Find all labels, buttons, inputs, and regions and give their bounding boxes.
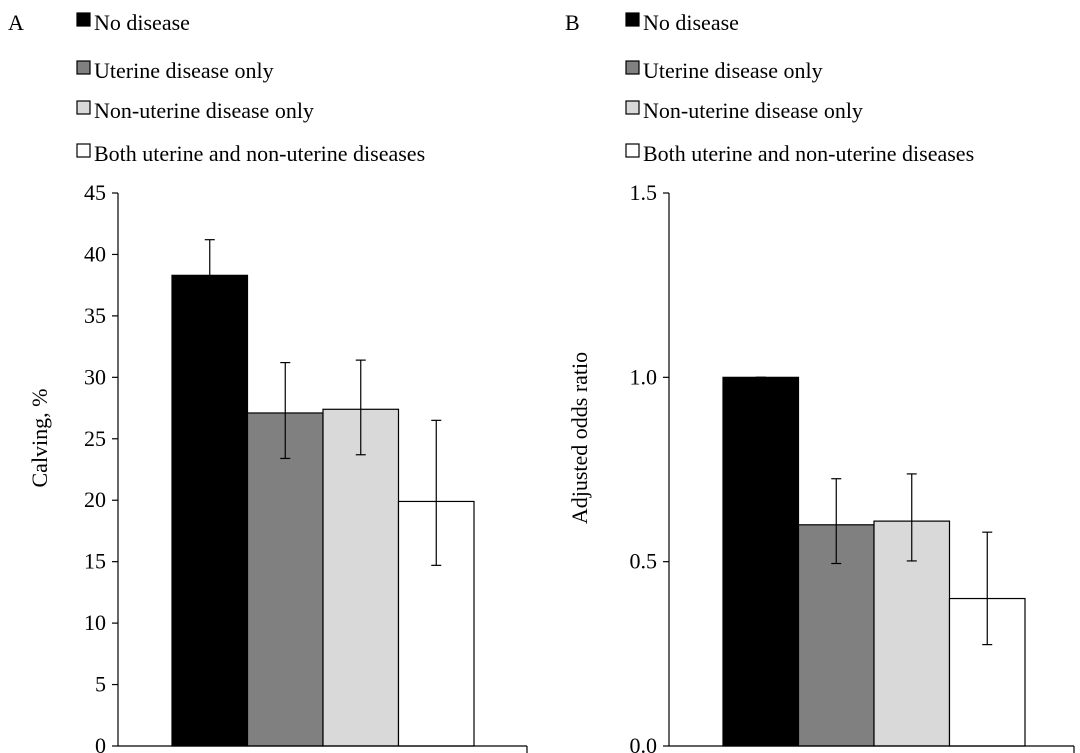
panel-a-y-tick-label: 15 — [84, 549, 106, 574]
panel-a-error-bar-no-disease — [204, 239, 215, 312]
legend-b-swatch-non-uterine — [625, 100, 640, 115]
panel-b-y-tick-label: 1.5 — [630, 180, 658, 205]
legend-a-swatch-uterine — [76, 60, 91, 75]
legend-a-label-non-uterine: Non-uterine disease only — [94, 98, 314, 123]
panel-b: B No disease Uterine disease only Non-ut… — [565, 10, 1075, 753]
panel-b-bar-no-disease — [722, 376, 800, 747]
panel-a-bar-no-disease — [171, 274, 249, 747]
legend-b-swatch-no-disease — [625, 12, 640, 27]
legend-b-swatch-both — [625, 143, 640, 158]
panel-a-y-tick-label: 0 — [95, 733, 106, 753]
panel-b-y-axis-label: Adjusted odds ratio — [567, 352, 592, 524]
panel-a-letter: A — [8, 10, 24, 35]
panel-a-y-axis-label: Calving, % — [27, 389, 52, 488]
panel-b-letter: B — [565, 10, 580, 35]
legend-b-label-no-disease: No disease — [643, 10, 739, 35]
legend-a-label-uterine: Uterine disease only — [94, 58, 274, 83]
panel-a-y-tick-label: 20 — [84, 487, 106, 512]
panel-a-error-bar-uterine-only — [280, 361, 291, 460]
panel-b-legend: No disease Uterine disease only Non-uter… — [625, 10, 974, 166]
panel-a: A No disease Uterine disease only Non-ut… — [8, 10, 528, 753]
legend-a-swatch-both — [76, 143, 91, 158]
legend-b-label-uterine: Uterine disease only — [643, 58, 823, 83]
panel-a-y-tick-label: 45 — [84, 180, 106, 205]
panel-a-error-bar-both-diseases — [431, 419, 442, 566]
panel-b-y-tick-label: 1.0 — [630, 364, 658, 389]
legend-a-label-no-disease: No disease — [94, 10, 190, 35]
panel-a-y-tick-label: 35 — [84, 303, 106, 328]
panel-a-bar-uterine-only — [246, 412, 324, 747]
panel-b-y-tick-label: 0.5 — [630, 549, 658, 574]
panel-a-bar-non-uterine-only — [322, 408, 400, 747]
panel-a-y-tick-label: 30 — [84, 364, 106, 389]
panel-b-error-bar-uterine-only — [831, 478, 842, 565]
legend-b-swatch-uterine — [625, 60, 640, 75]
panel-b-error-bar-non-uterine-only — [906, 473, 917, 562]
panel-a-y-tick-label: 25 — [84, 426, 106, 451]
panel-a-legend: No disease Uterine disease only Non-uter… — [76, 10, 425, 166]
legend-b-label-both: Both uterine and non-uterine diseases — [643, 141, 974, 166]
legend-b-label-non-uterine: Non-uterine disease only — [643, 98, 863, 123]
legend-a-swatch-no-disease — [76, 12, 91, 27]
panel-a-error-bar-non-uterine-only — [355, 359, 366, 456]
panel-a-y-tick-label: 5 — [95, 672, 106, 697]
legend-a-label-both: Both uterine and non-uterine diseases — [94, 141, 425, 166]
panel-a-y-tick-label: 40 — [84, 241, 106, 266]
panel-b-y-tick-label: 0.0 — [630, 733, 658, 753]
panel-b-error-bar-both-diseases — [982, 531, 993, 646]
legend-a-swatch-non-uterine — [76, 100, 91, 115]
panel-a-y-tick-label: 10 — [84, 610, 106, 635]
